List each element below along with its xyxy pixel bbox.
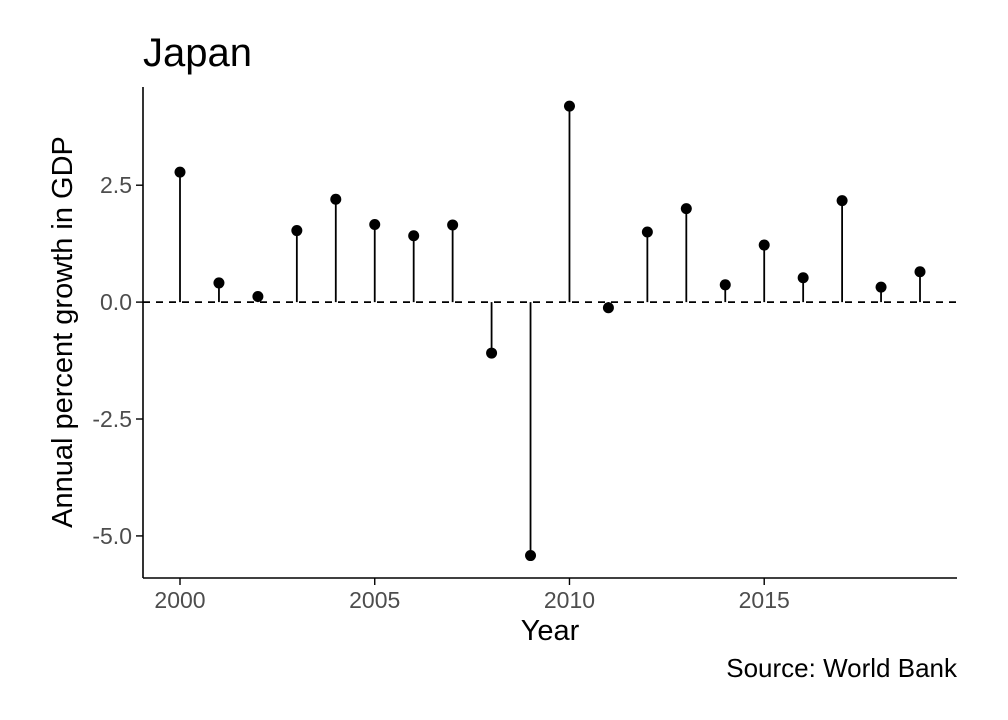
x-tick-label: 2015 — [739, 587, 790, 613]
lollipop-points — [174, 100, 926, 562]
data-point — [602, 302, 614, 314]
data-point — [797, 272, 809, 284]
y-tick-label: 2.5 — [100, 172, 132, 198]
data-point — [563, 100, 575, 112]
data-point — [719, 279, 731, 291]
data-point — [525, 550, 537, 562]
x-tick-label: 2000 — [154, 587, 205, 613]
data-point — [213, 277, 225, 289]
y-tick-label: -5.0 — [92, 523, 132, 549]
plot-area: -5.0 -2.5 0.0 2.5 2000 2005 2010 2015 — [92, 87, 957, 613]
y-axis-title: Annual percent growth in GDP — [47, 136, 79, 528]
data-point — [447, 219, 459, 231]
data-point — [758, 239, 770, 251]
y-tick-label: -2.5 — [92, 406, 132, 432]
x-tick-label: 2010 — [544, 587, 595, 613]
data-point — [914, 266, 926, 278]
data-point — [174, 166, 186, 178]
chart-title: Japan — [143, 31, 252, 75]
data-point — [408, 230, 420, 242]
y-axis-ticks: -5.0 -2.5 0.0 2.5 — [92, 172, 143, 549]
y-tick-label: 0.0 — [100, 289, 132, 315]
lollipop-stems — [179, 106, 921, 556]
data-point — [291, 225, 303, 237]
data-point — [680, 203, 692, 215]
x-axis-ticks: 2000 2005 2010 2015 — [154, 578, 790, 613]
data-point — [369, 218, 381, 230]
data-point — [252, 290, 264, 302]
x-tick-label: 2005 — [349, 587, 400, 613]
data-point — [875, 281, 887, 293]
data-point — [641, 226, 653, 238]
data-point — [836, 195, 848, 207]
x-axis-title: Year — [521, 615, 580, 647]
data-point — [330, 193, 342, 205]
data-point — [486, 347, 498, 359]
source-caption: Source: World Bank — [726, 653, 958, 683]
